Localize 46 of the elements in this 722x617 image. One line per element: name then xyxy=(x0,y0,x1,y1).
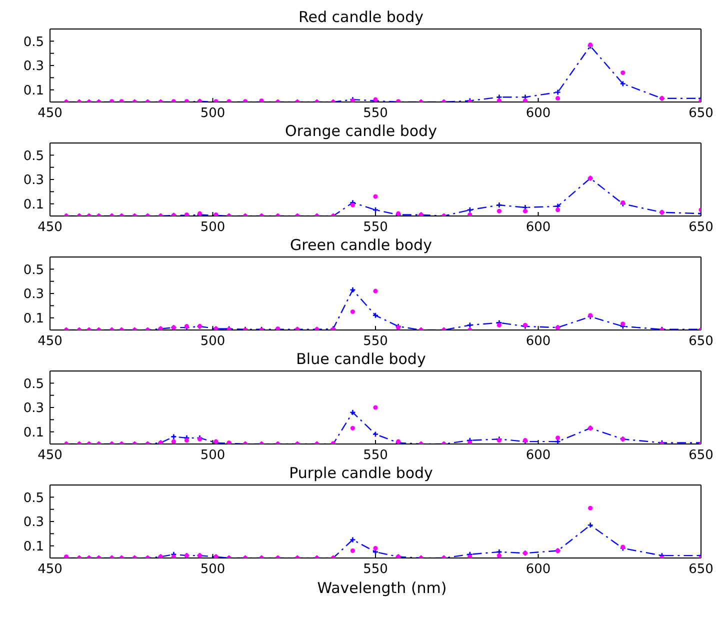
x-tick-label: 600 xyxy=(526,334,551,350)
x-tick-label: 550 xyxy=(363,334,388,350)
x-tick-label: 500 xyxy=(200,562,226,578)
y-tick-label: 0.1 xyxy=(23,539,44,554)
y-tick-label: 0.5 xyxy=(23,34,44,50)
y-tick-label: 0.1 xyxy=(23,311,44,326)
x-axis-title: Wavelength (nm) xyxy=(316,578,448,598)
x-tick-label: 650 xyxy=(688,220,714,236)
x-tick-label: 600 xyxy=(526,448,551,464)
x-tick-label: 550 xyxy=(363,220,388,236)
x-tick-label: 450 xyxy=(38,220,62,236)
y-tick-label: 0.3 xyxy=(23,401,44,416)
x-tick-label: 450 xyxy=(38,562,62,578)
y-tick-label: 0.3 xyxy=(23,173,44,188)
x-tick-label: 650 xyxy=(688,562,714,578)
y-tick-label: 0.1 xyxy=(23,83,44,98)
y-tick-label: 0.3 xyxy=(23,287,44,302)
chart-title: Red candle body xyxy=(298,8,424,26)
x-tick-label: 550 xyxy=(363,106,388,122)
x-tick-label: 600 xyxy=(526,220,551,236)
x-tick-label: 550 xyxy=(363,562,388,578)
x-tick-label: 450 xyxy=(38,106,62,122)
x-tick-label: 500 xyxy=(200,334,226,350)
chart-title: Orange candle body xyxy=(284,122,438,140)
chart-title: Blue candle body xyxy=(295,350,427,368)
y-tick-label: 0.5 xyxy=(23,490,44,506)
y-tick-label: 0.1 xyxy=(23,425,44,440)
chart-title: Green candle body xyxy=(289,236,433,254)
y-tick-label: 0.5 xyxy=(23,376,44,392)
y-tick-label: 0.3 xyxy=(23,515,44,530)
x-tick-label: 650 xyxy=(688,448,714,464)
x-tick-label: 650 xyxy=(688,106,714,122)
x-tick-label: 500 xyxy=(200,448,226,464)
y-tick-label: 0.5 xyxy=(23,262,44,278)
y-tick-label: 0.1 xyxy=(23,197,44,212)
y-tick-label: 0.5 xyxy=(23,148,44,164)
x-tick-label: 450 xyxy=(38,334,62,350)
x-tick-label: 500 xyxy=(200,220,226,236)
x-tick-label: 600 xyxy=(526,562,551,578)
x-tick-label: 650 xyxy=(688,334,714,350)
x-tick-label: 550 xyxy=(363,448,388,464)
x-tick-label: 600 xyxy=(526,106,551,122)
y-tick-label: 0.3 xyxy=(23,59,44,74)
x-tick-label: 500 xyxy=(200,106,226,122)
chart-title: Purple candle body xyxy=(288,464,434,482)
x-tick-label: 450 xyxy=(38,448,62,464)
